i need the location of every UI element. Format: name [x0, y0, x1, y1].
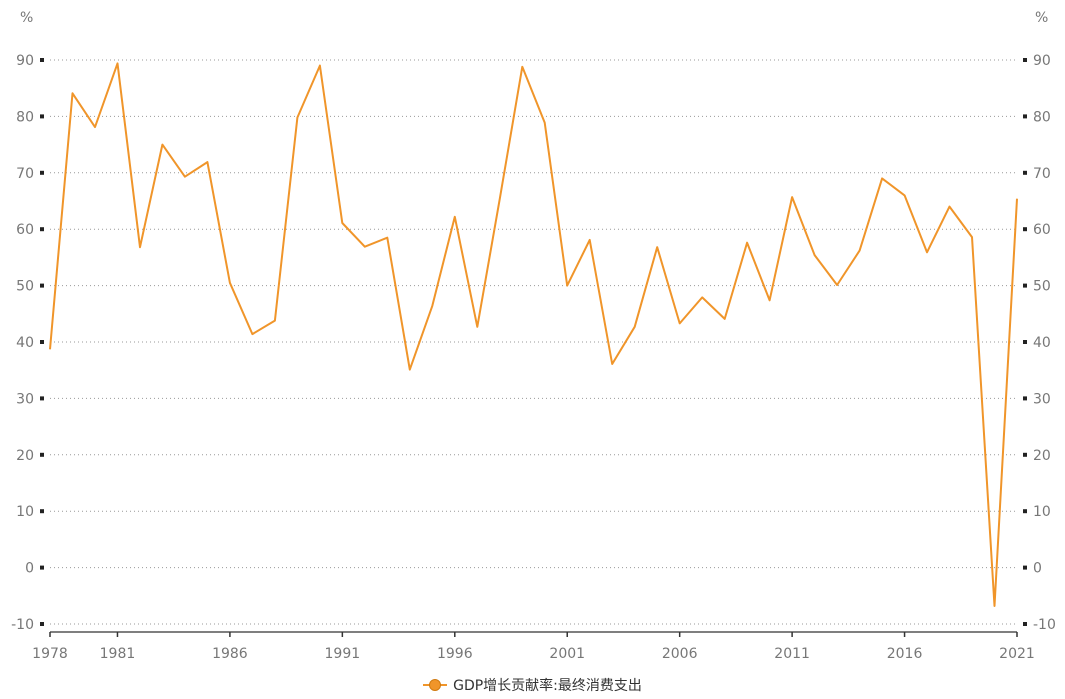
legend-item[interactable]: GDP增长贡献率:最终消费支出: [423, 675, 642, 695]
x-tick-label: 2021: [999, 646, 1035, 662]
y-tick-mark-right: [1023, 509, 1027, 514]
y-tick-mark-left: [40, 58, 44, 62]
y-tick-label-left: 50: [16, 279, 34, 295]
x-tick-label: 2006: [662, 646, 698, 662]
legend-marker-icon: [423, 678, 448, 692]
y-tick-label-right: 0: [1033, 561, 1042, 577]
y-tick-mark-right: [1023, 340, 1027, 344]
x-tick-label: 1991: [325, 646, 361, 662]
y-tick-mark-right: [1023, 565, 1027, 570]
y-tick-mark-right: [1023, 622, 1027, 626]
right-y-axis: -10 0 10 20 30 40 50 60 70 80 90: [1023, 53, 1056, 633]
y-tick-mark-left: [40, 509, 44, 514]
y-tick-mark-left: [40, 565, 44, 570]
y-tick-label-left: 30: [16, 391, 34, 407]
y-tick-mark-right: [1023, 114, 1027, 119]
x-axis: 1978 1981 1986 1991 1996 2001 2006 2011 2016 2021: [32, 631, 1035, 662]
y-tick-label-left: -10: [11, 617, 34, 633]
y-tick-label-left: 80: [16, 109, 34, 125]
y-tick-label-left: 10: [16, 504, 34, 520]
y-unit-left: %: [20, 10, 33, 26]
x-tick-label: 2001: [549, 646, 585, 662]
y-tick-label-left: 60: [16, 222, 34, 238]
y-tick-label-right: 30: [1033, 391, 1051, 407]
x-tick-label: 1978: [32, 646, 68, 662]
legend-label: GDP增长贡献率:最终消费支出: [453, 678, 642, 694]
y-tick-mark-left: [40, 340, 44, 344]
y-tick-mark-right: [1023, 227, 1027, 232]
x-tick-label: 1981: [100, 646, 136, 662]
y-tick-mark-left: [40, 452, 44, 457]
grid-lines: [50, 59, 1017, 625]
y-tick-label-left: 90: [16, 53, 34, 69]
y-tick-label-left: 70: [16, 166, 34, 182]
y-tick-label-right: 50: [1033, 279, 1051, 295]
left-y-axis: -10 0 10 20 30 40 50 60 70 80 90: [11, 53, 44, 633]
x-tick-label: 2011: [774, 646, 810, 662]
y-tick-mark-right: [1023, 283, 1027, 288]
series-line: [49, 62, 1018, 607]
y-tick-mark-left: [40, 283, 44, 288]
x-tick-label: 1986: [212, 646, 248, 662]
y-tick-label-right: -10: [1033, 617, 1056, 633]
y-tick-mark-left: [40, 114, 44, 119]
y-unit-right: %: [1035, 10, 1048, 26]
y-tick-mark-right: [1023, 452, 1027, 457]
x-tick-label: 1996: [437, 646, 473, 662]
y-tick-label-right: 40: [1033, 335, 1051, 351]
y-tick-label-right: 20: [1033, 448, 1051, 464]
y-tick-label-left: 0: [25, 561, 34, 577]
y-tick-mark-right: [1023, 170, 1027, 175]
y-tick-label-right: 90: [1033, 53, 1051, 69]
y-tick-label-left: 40: [16, 335, 34, 351]
y-tick-mark-left: [40, 227, 44, 232]
y-tick-mark-right: [1023, 396, 1027, 401]
y-tick-mark-left: [40, 622, 44, 626]
series-layer: [49, 62, 1018, 607]
y-tick-label-right: 70: [1033, 166, 1051, 182]
x-tick-label: 2016: [887, 646, 923, 662]
y-tick-mark-left: [40, 170, 44, 175]
y-tick-label-right: 60: [1033, 222, 1051, 238]
y-tick-label-right: 10: [1033, 504, 1051, 520]
y-tick-label-right: 80: [1033, 109, 1051, 125]
y-tick-mark-left: [40, 396, 44, 401]
y-tick-mark-right: [1023, 58, 1027, 62]
legend: GDP增长贡献率:最终消费支出: [0, 675, 1065, 696]
y-tick-label-left: 20: [16, 448, 34, 464]
